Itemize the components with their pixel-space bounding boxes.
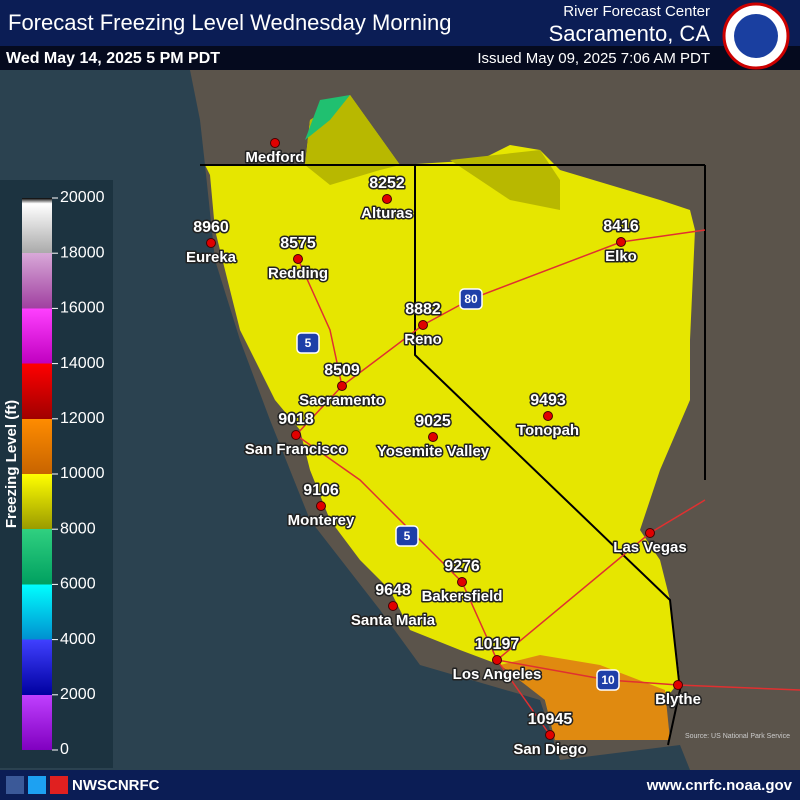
city-dot [616, 237, 626, 247]
city-value: 8509 [324, 362, 360, 379]
city-name: Bakersfield [422, 588, 503, 605]
legend-tick-label: 6000 [60, 576, 96, 593]
header-bar [0, 0, 800, 46]
city-name: Las Vegas [613, 539, 686, 556]
city-dot [293, 254, 303, 264]
office-location: Sacramento, CA [549, 21, 711, 46]
website: www.cnrfc.noaa.gov [646, 777, 793, 794]
legend-tick-label: 10000 [60, 465, 105, 482]
twitter-icon [28, 776, 46, 794]
source-note: Source: US National Park Service [685, 733, 790, 740]
interstate-number: 5 [404, 529, 411, 543]
city-value: 9493 [530, 392, 566, 409]
city-name: Tonopah [517, 422, 579, 439]
city-value: 9106 [303, 482, 339, 499]
city-name: Santa Maria [351, 612, 436, 629]
city-name: Monterey [288, 512, 355, 529]
city-dot [270, 138, 280, 148]
social-handle: NWSCNRFC [72, 777, 160, 794]
city-name: Blythe [655, 691, 701, 708]
facebook-icon [6, 776, 24, 794]
interstate-shield [296, 332, 320, 354]
city-value: 10197 [475, 636, 520, 653]
city-value: 10945 [528, 711, 573, 728]
city-value: 9648 [375, 582, 411, 599]
city-dot [543, 411, 553, 421]
city-dot [673, 680, 683, 690]
city-name: Elko [605, 248, 637, 265]
city-value: 9018 [278, 411, 314, 428]
city-dot [291, 430, 301, 440]
green-area [305, 95, 350, 140]
nws-logo-inner [734, 14, 778, 58]
interstate-number: 5 [305, 336, 312, 350]
highway [496, 659, 800, 691]
city-name: San Francisco [245, 441, 348, 458]
highway [294, 258, 551, 736]
map-overlay: 5 80 5 10 Medford Eureka 8960 Redding 8575 Altura… [184, 138, 702, 759]
city-value: 8960 [193, 219, 229, 236]
city-name: San Diego [513, 741, 586, 758]
freezing-level-field [205, 95, 695, 740]
city-value: 8882 [405, 301, 441, 318]
orange-area [500, 655, 670, 740]
interstate-number: 80 [464, 292, 478, 306]
city-name: Alturas [361, 205, 413, 222]
subheader-bar [0, 46, 800, 70]
city-value: 9025 [415, 413, 451, 430]
valid-time: Wed May 14, 2025 5 PM PDT [6, 50, 220, 67]
legend-tick-label: 2000 [60, 686, 96, 703]
city-dot [206, 238, 216, 248]
city-dot [545, 730, 555, 740]
city-value: 8416 [603, 218, 639, 235]
legend-tick-label: 14000 [60, 355, 105, 372]
city-name: Medford [245, 149, 304, 166]
issued-time: Issued May 09, 2025 7:06 AM PDT [477, 50, 710, 67]
title: Forecast Freezing Level Wednesday Mornin… [8, 10, 451, 35]
city-value: 8575 [280, 235, 316, 252]
interstate-shield [395, 525, 419, 547]
office: River Forecast Center [563, 3, 710, 20]
city-name: Sacramento [299, 392, 385, 409]
legend-tick-label: 0 [60, 741, 69, 758]
city-value: 8252 [369, 175, 405, 192]
interstate-shield [596, 669, 620, 691]
interstate-number: 10 [601, 673, 615, 687]
legend-tick-label: 16000 [60, 300, 105, 317]
state-border [414, 165, 682, 746]
city-name: Eureka [186, 249, 237, 266]
city-name: Los Angeles [453, 666, 542, 683]
city-dot [388, 601, 398, 611]
city-dot [428, 432, 438, 442]
city-dot [645, 528, 655, 538]
city-dot [418, 320, 428, 330]
legend-title: Freezing Level (ft) [3, 400, 20, 528]
city-dot [382, 194, 392, 204]
legend-tick-label: 18000 [60, 244, 105, 261]
city-name: Reno [404, 331, 442, 348]
city-dot [316, 501, 326, 511]
city-name: Yosemite Valley [377, 443, 490, 460]
city-dot [337, 381, 347, 391]
color-bar [22, 198, 52, 750]
youtube-icon [50, 776, 68, 794]
legend-tick-label: 4000 [60, 631, 96, 648]
legend-tick-label: 12000 [60, 410, 105, 427]
city-dot [492, 655, 502, 665]
city-dot [457, 577, 467, 587]
legend-tick-label: 20000 [60, 189, 105, 206]
legend-tick-label: 8000 [60, 520, 96, 537]
interstate-shield [459, 288, 483, 310]
city-name: Redding [268, 265, 328, 282]
footer-bar [0, 770, 800, 800]
city-value: 9276 [444, 558, 480, 575]
